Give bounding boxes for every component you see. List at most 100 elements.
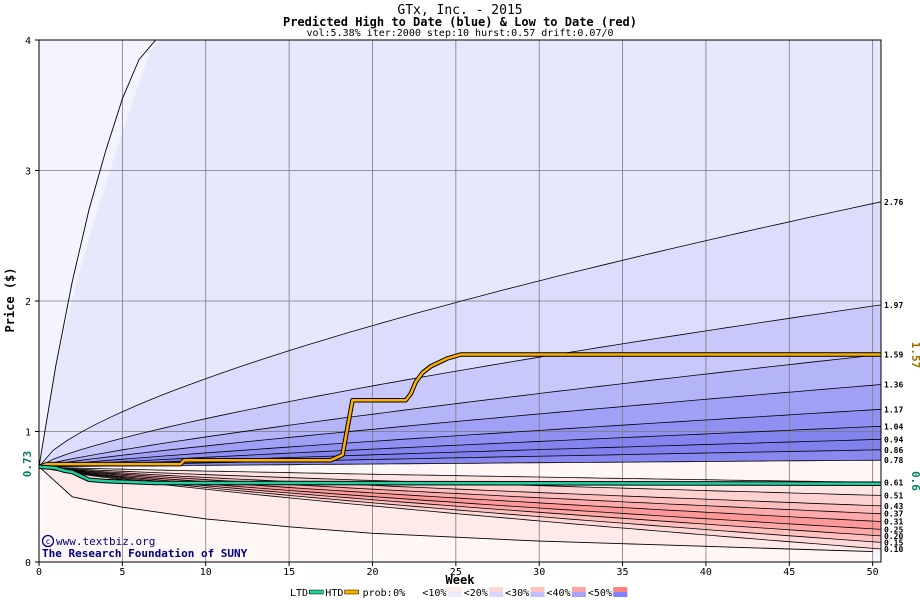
band-upper: [39, 409, 881, 467]
quantile-label: 0.61: [884, 478, 903, 487]
legend-prob-item: <40%: [547, 588, 571, 599]
quantile-label: 1.36: [884, 381, 903, 390]
quantile-label: 0.86: [884, 446, 903, 455]
copyright-symbol: c: [46, 537, 51, 546]
quantile-line: [39, 304, 881, 468]
ltd-final-label: 0.6: [909, 471, 920, 491]
x-tick-label: 20: [366, 567, 378, 578]
quantile-label: 0.25: [884, 525, 903, 534]
quantile-label: 1.04: [884, 422, 903, 431]
quantile-line: [39, 384, 881, 468]
band-lower: [39, 466, 881, 514]
legend-swatch-red: [489, 587, 504, 592]
band-upper: [39, 354, 881, 467]
band-upper-outer: [39, 40, 881, 467]
band-lower-outer: [39, 466, 881, 552]
band-lower: [39, 466, 881, 530]
legend-swatch-red: [613, 587, 628, 592]
legend-swatch-red: [447, 587, 462, 592]
quantile-label: 0.78: [884, 456, 903, 465]
legend-htd-label: HTD: [325, 588, 343, 599]
legend-prob-item: <50%: [588, 588, 612, 599]
band-upper: [39, 304, 881, 467]
legend-swatch-blue: [406, 592, 421, 597]
quantile-label: 1.97: [884, 301, 903, 310]
legend: LTD HTD prob: 0% <10% <20% <30% <40% <50%: [290, 587, 628, 599]
quantile-label: 0.43: [884, 502, 903, 511]
htd-line: [39, 353, 881, 468]
legend-swatch-blue: [613, 592, 628, 597]
legend-prob-item: <30%: [505, 588, 529, 599]
legend-swatch-red: [530, 587, 545, 592]
legend-ltd-swatch: [309, 589, 324, 595]
x-tick-label: 50: [867, 567, 879, 578]
quantile-line: [39, 201, 881, 467]
quantile-line: [39, 466, 881, 507]
ltd-line: [39, 465, 881, 485]
x-tick-label: 10: [200, 567, 212, 578]
legend-swatch-blue: [489, 592, 504, 597]
quantile-label: 0.37: [884, 510, 903, 519]
x-tick-label: 30: [533, 567, 545, 578]
x-tick-label: 5: [119, 567, 125, 578]
quantile-label: 1.59: [884, 351, 903, 360]
y-axis-label: Price ($): [3, 267, 17, 332]
x-tick-label: 15: [283, 567, 295, 578]
band-upper: [39, 201, 881, 467]
start-price-label: 0.73: [21, 451, 34, 478]
x-tick-label: 45: [783, 567, 795, 578]
htd-final-label: 1.57: [909, 342, 920, 369]
chart-params: vol:5.38% iter:2000 step:10 hurst:0.57 d…: [306, 28, 614, 39]
x-axis-label: Week: [446, 573, 476, 587]
quantile-line: [39, 466, 881, 522]
outer-lower-line: [39, 466, 873, 553]
quantile-line: [39, 425, 881, 468]
legend-swatch-red: [571, 587, 586, 592]
y-tick-label: 1: [25, 428, 31, 439]
y-tick-label: 4: [25, 36, 31, 47]
quantile-line: [39, 438, 881, 468]
copyright-icon: [41, 534, 55, 548]
y-tick-label: 3: [25, 167, 31, 178]
legend-prob-item: <20%: [464, 588, 488, 599]
band-lower: [39, 466, 881, 543]
quantile-line: [39, 466, 881, 550]
band-lower-edge: [39, 466, 881, 562]
quantile-label: 1.17: [884, 405, 903, 414]
legend-swatch-blue: [571, 592, 586, 597]
chart-title: GTx, Inc. - 2015: [397, 3, 523, 18]
y-tick-label: 2: [25, 297, 31, 308]
x-tick-label: 40: [700, 567, 712, 578]
chart-subtitle: Predicted High to Date (blue) & Low to D…: [282, 15, 637, 29]
legend-swatch-blue: [447, 592, 462, 597]
legend-swatch-red: [406, 587, 421, 592]
x-tick-label: 35: [617, 567, 629, 578]
quantile-label: 0.15: [884, 538, 903, 547]
quantile-label: 0.31: [884, 518, 903, 527]
quantile-line: [39, 354, 881, 468]
legend-prob-item: 0%: [393, 588, 405, 599]
legend-ltd-label: LTD: [290, 588, 308, 599]
quantile-line: [39, 466, 881, 483]
x-tick-label: 25: [450, 567, 462, 578]
watermark-org: The Research Foundation of SUNY: [42, 547, 248, 560]
band-upper: [39, 426, 881, 467]
htd-ltd-paths: [39, 352, 881, 486]
quantile-label: 2.76: [884, 198, 903, 207]
quantile-line: [39, 466, 881, 515]
quantile-labels: 2.76 1.97 1.59 1.36 1.17 1.04 0.94 0.860.78 0.61…: [884, 198, 903, 554]
quantile-label: 0.10: [884, 545, 903, 554]
band-upper: [39, 384, 881, 467]
legend-prob-label: prob:: [363, 588, 393, 599]
quantile-label: 0.20: [884, 532, 903, 541]
quantile-label: 0.94: [884, 435, 903, 444]
outer-upper-line: [39, 40, 157, 467]
band-lower: [39, 466, 881, 549]
band-center: [39, 460, 881, 483]
quantile-label: 0.51: [884, 491, 903, 500]
legend-prob-item: <10%: [422, 588, 446, 599]
x-tick-label: 0: [36, 567, 42, 578]
legend-htd-swatch: [344, 589, 359, 595]
quantile-line: [39, 408, 881, 468]
